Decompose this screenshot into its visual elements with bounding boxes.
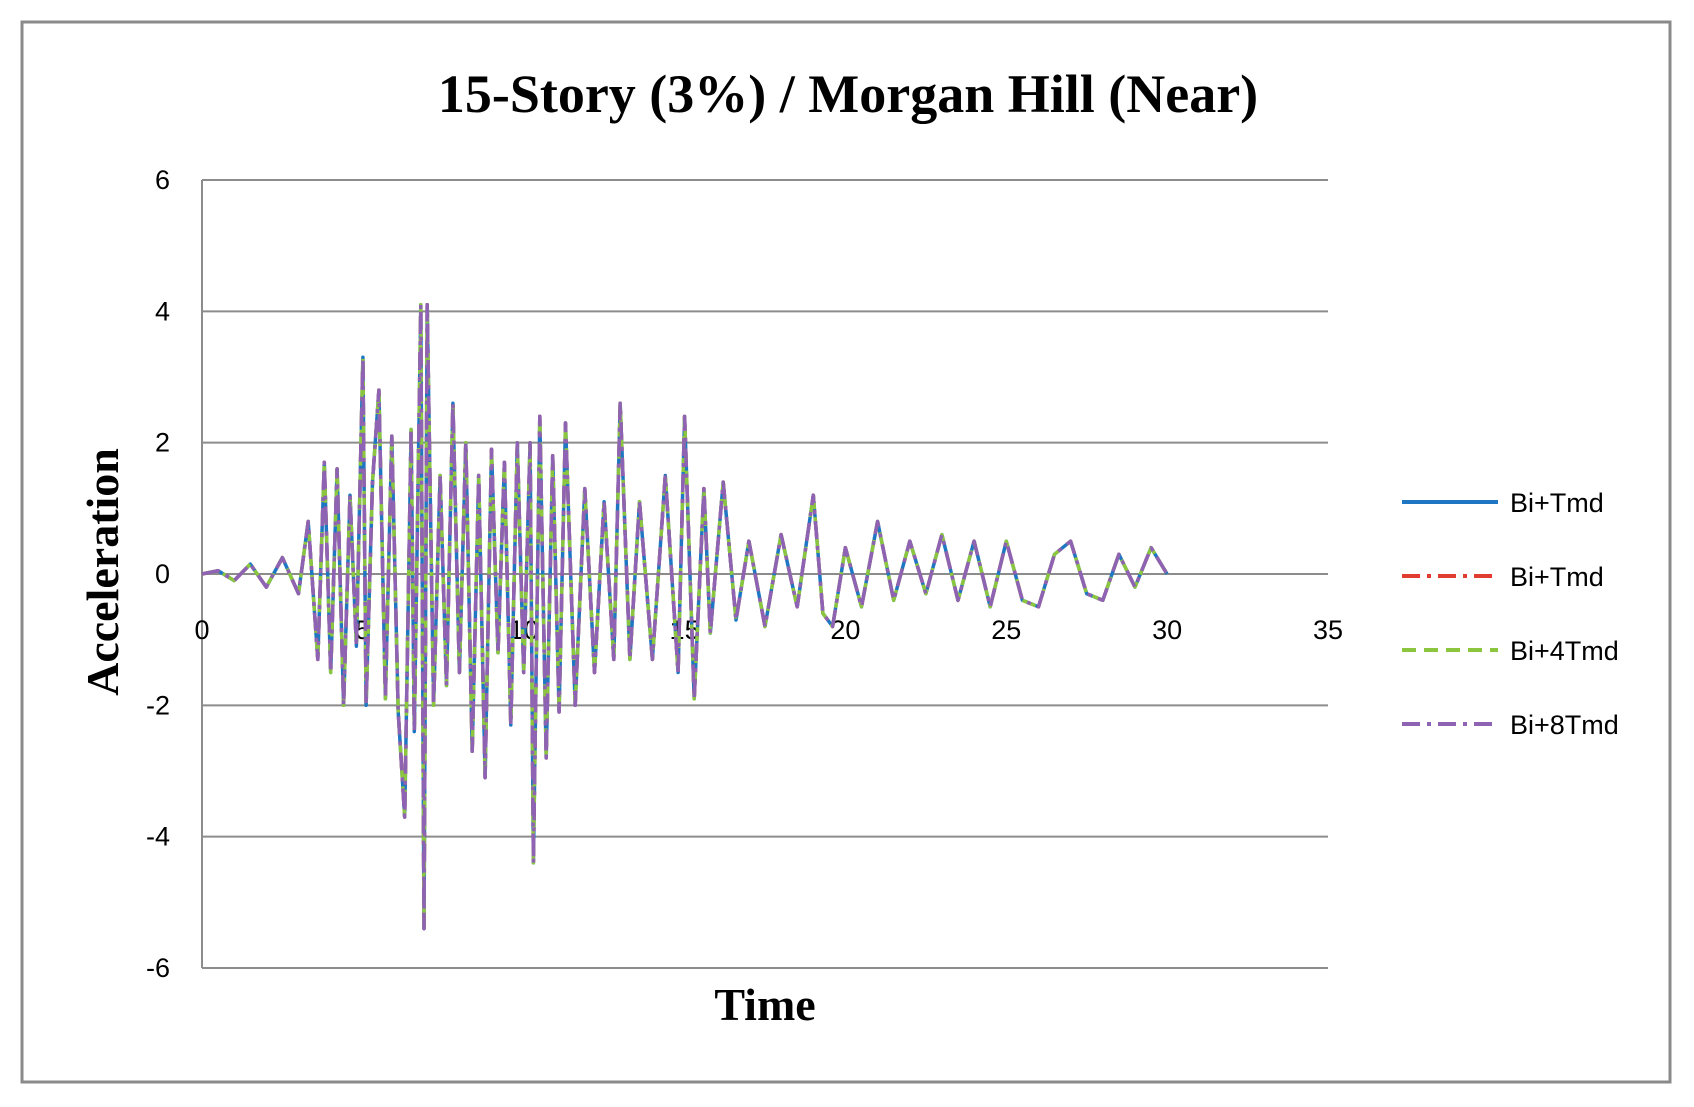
- gridlines: [202, 179, 1328, 969]
- x-axis-label: Time: [714, 979, 815, 1030]
- series-lines: [201, 303, 1169, 931]
- y-tick-labels: 6 4 2 0 -2 -4 -6: [146, 165, 170, 983]
- legend-label: Bi+8Tmd: [1510, 710, 1619, 740]
- y-tick-label: -4: [146, 822, 170, 852]
- legend-label: Bi+Tmd: [1510, 562, 1604, 592]
- legend: Bi+Tmd Bi+Tmd Bi+4Tmd Bi+8Tmd: [1402, 488, 1619, 740]
- x-tick-label: 30: [1152, 615, 1182, 645]
- x-tick-label: 0: [194, 615, 209, 645]
- chart-title: 15-Story (3%) / Morgan Hill (Near): [438, 64, 1258, 124]
- legend-label: Bi+4Tmd: [1510, 636, 1619, 666]
- y-tick-label: 4: [155, 296, 170, 326]
- legend-label: Bi+Tmd: [1510, 488, 1604, 518]
- y-tick-label: -6: [146, 953, 170, 983]
- series-line-4: [201, 303, 1169, 931]
- y-tick-label: 6: [155, 165, 170, 195]
- y-tick-label: 2: [155, 428, 170, 458]
- x-tick-label: 35: [1313, 615, 1343, 645]
- y-axis-label: Acceleration: [77, 448, 128, 696]
- x-tick-label: 25: [991, 615, 1021, 645]
- y-tick-label: -2: [146, 690, 170, 720]
- y-tick-label: 0: [155, 559, 170, 589]
